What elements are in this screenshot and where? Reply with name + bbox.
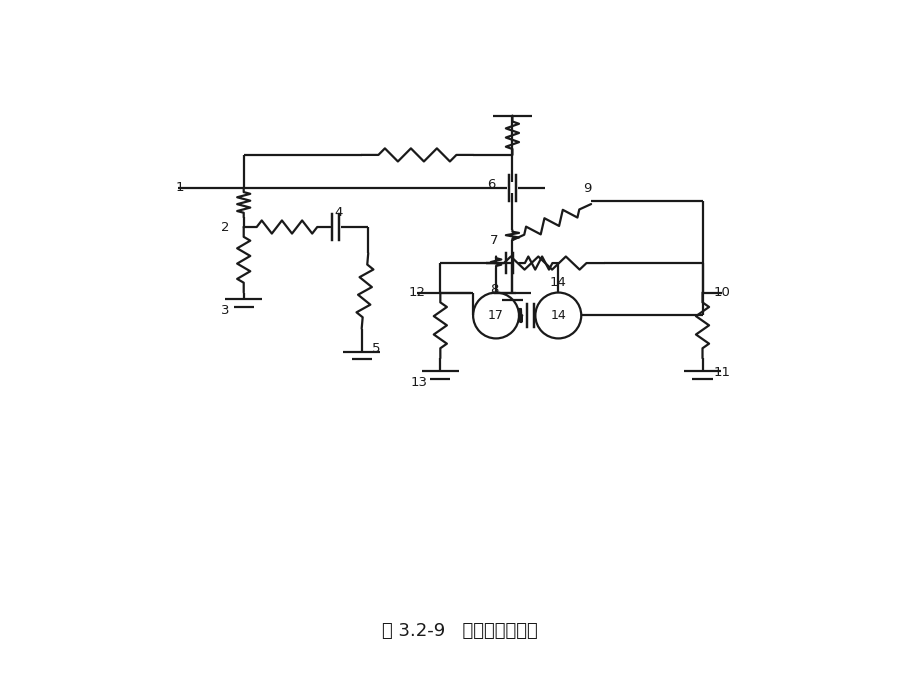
Text: 6: 6	[487, 178, 495, 191]
Text: 1: 1	[175, 181, 184, 194]
Text: 2: 2	[221, 221, 230, 233]
Text: 10: 10	[713, 286, 730, 299]
Text: 17: 17	[488, 309, 504, 322]
Text: 14: 14	[550, 276, 566, 289]
Text: 7: 7	[489, 234, 498, 246]
Text: 12: 12	[408, 286, 425, 299]
Text: 图 3.2-9   内闭环运行方式: 图 3.2-9 内闭环运行方式	[381, 622, 538, 640]
Text: 4: 4	[335, 206, 343, 219]
Text: 8: 8	[489, 283, 498, 296]
Text: 13: 13	[411, 377, 427, 389]
Text: 9: 9	[583, 182, 591, 195]
Text: 5: 5	[371, 342, 380, 355]
Text: 3: 3	[221, 304, 230, 317]
Text: 14: 14	[550, 309, 565, 322]
Text: 11: 11	[713, 366, 730, 379]
